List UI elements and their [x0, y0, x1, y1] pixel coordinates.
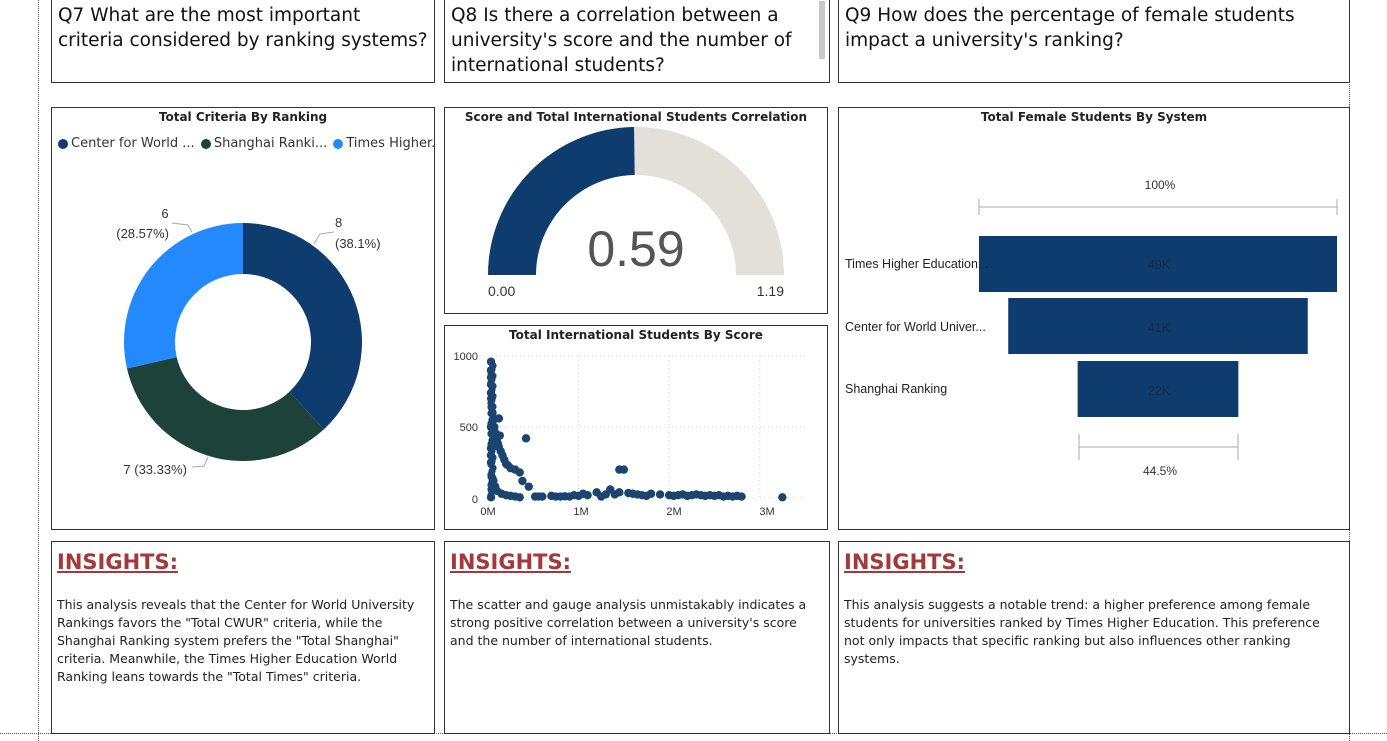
insight-q9-text: This analysis suggests a notable trend: … — [844, 597, 1320, 666]
scatter-point[interactable] — [495, 431, 504, 440]
question-q8-scrollbar[interactable] — [819, 1, 825, 59]
legend-label: Center for World ... — [71, 136, 195, 151]
scatter-chart-card[interactable]: Total International Students By Score 10… — [444, 325, 828, 530]
data-label-times-pct: (28.57%) — [116, 226, 169, 241]
question-q8-text: Q8 Is there a correlation between a univ… — [451, 5, 792, 76]
x-tick-label: 3M — [759, 506, 774, 518]
scatter-chart-title: Total International Students By Score — [509, 328, 763, 342]
scatter-point[interactable] — [737, 492, 746, 501]
donut-chart[interactable]: 6 (28.57%) 8 (38.1%) 7 (33.33%) — [52, 108, 435, 530]
scatter-chart[interactable]: 1000 500 0 0M 1M 2M 3M — [445, 326, 828, 530]
legend-dot-icon — [200, 138, 211, 149]
donut-chart-card[interactable]: Total Criteria By Ranking Center for Wor… — [51, 107, 435, 530]
gauge-chart-card[interactable]: Score and Total International Students C… — [444, 107, 828, 314]
scatter-point[interactable] — [538, 492, 547, 501]
data-label-cwur-value: 8 — [335, 215, 342, 230]
scatter-point[interactable] — [606, 485, 615, 494]
gauge-fill — [488, 127, 635, 275]
report-border-left — [38, 0, 39, 741]
legend-dot-icon — [333, 138, 344, 149]
donut-slice-cwur[interactable] — [243, 223, 363, 430]
donut-legend[interactable]: Center for World ... Shanghai Ranki... T… — [58, 136, 435, 153]
funnel-bar[interactable] — [979, 236, 1337, 292]
funnel-bar[interactable] — [1077, 361, 1239, 417]
x-tick-label: 2M — [666, 506, 681, 518]
legend-item-cwur[interactable]: Center for World ... — [58, 136, 195, 151]
legend-label: Shanghai Ranki... — [213, 136, 328, 151]
data-label-shanghai: 7 (33.33%) — [123, 462, 187, 477]
data-label-times-value: 6 — [161, 206, 168, 221]
scatter-point[interactable] — [487, 358, 495, 366]
scatter-point[interactable] — [583, 490, 592, 500]
funnel-value-label: 41K — [1148, 321, 1171, 335]
gauge-max-label: 1.19 — [757, 283, 784, 299]
funnel-chart-title: Total Female Students By System — [980, 110, 1208, 124]
donut-slice-shanghai[interactable] — [126, 357, 324, 461]
insight-q8-text: The scatter and gauge analysis unmistaka… — [450, 597, 807, 648]
funnel-chart-card[interactable]: Total Female Students By System 100% Tim… — [838, 107, 1350, 530]
insight-q7-card: INSIGHTS: This analysis reveals that the… — [51, 541, 435, 734]
donut-slice-times[interactable] — [124, 223, 243, 369]
funnel-bar[interactable] — [1008, 298, 1308, 354]
funnel-row-label: Center for World Univer... — [845, 320, 986, 334]
scatter-point[interactable] — [494, 414, 504, 423]
insight-heading: INSIGHTS: — [844, 550, 965, 574]
gauge-chart[interactable]: 0.59 0.00 1.19 — [445, 108, 828, 314]
funnel-row-label: Shanghai Ranking — [845, 382, 947, 396]
legend-dot-icon — [58, 138, 68, 149]
gauge-value: 0.59 — [587, 221, 684, 277]
scatter-point[interactable] — [778, 493, 787, 502]
donut-chart-title: Total Criteria By Ranking — [158, 110, 328, 124]
scatter-point[interactable] — [655, 490, 665, 499]
data-label-cwur-pct: (38.1%) — [335, 236, 381, 251]
scatter-point[interactable] — [515, 493, 524, 502]
insight-heading: INSIGHTS: — [57, 550, 178, 574]
insight-q7-text: This analysis reveals that the Center fo… — [57, 597, 415, 684]
question-q9-card: Q9 How does the percentage of female stu… — [838, 0, 1350, 83]
insight-q9-card: INSIGHTS: This analysis suggests a notab… — [838, 541, 1350, 734]
funnel-bottom-label: 44.5% — [1143, 464, 1177, 478]
funnel-row-label: Times Higher Education... — [845, 257, 988, 271]
scatter-point[interactable] — [515, 468, 524, 477]
legend-label: Times Higher... — [346, 136, 435, 151]
x-tick-label: 1M — [573, 506, 588, 518]
insight-heading: INSIGHTS: — [450, 550, 571, 574]
gauge-min-label: 0.00 — [488, 283, 515, 299]
funnel-chart[interactable]: 100% Times Higher Education... Center fo… — [839, 108, 1350, 530]
funnel-value-label: 22K — [1148, 384, 1171, 398]
scatter-point[interactable] — [524, 482, 533, 491]
y-tick-label: 500 — [460, 422, 478, 434]
scatter-point[interactable] — [646, 489, 656, 498]
question-q8-card: Q8 Is there a correlation between a univ… — [444, 0, 830, 83]
question-q9-text: Q9 How does the percentage of female stu… — [845, 5, 1295, 51]
legend-item-times[interactable]: Times Higher... — [333, 136, 435, 151]
scatter-point[interactable] — [521, 434, 531, 443]
scatter-point[interactable] — [518, 476, 527, 486]
question-q7-text: Q7 What are the most important criteria … — [58, 5, 428, 51]
x-tick-label: 0M — [480, 506, 495, 518]
question-q7-card: Q7 What are the most important criteria … — [51, 0, 435, 83]
y-tick-label: 1000 — [454, 351, 478, 363]
funnel-value-label: 49K — [1148, 258, 1171, 272]
leader-line-shanghai — [191, 456, 209, 468]
scatter-point[interactable] — [615, 488, 624, 497]
legend-item-shanghai[interactable]: Shanghai Ranki... — [200, 136, 328, 151]
leader-line-cwur — [313, 231, 335, 245]
funnel-top-label: 100% — [1145, 178, 1176, 192]
scatter-point[interactable] — [619, 465, 629, 474]
leader-line-times — [171, 222, 193, 233]
y-tick-label: 0 — [472, 494, 478, 506]
insight-q8-card: INSIGHTS: The scatter and gauge analysis… — [444, 541, 830, 734]
gauge-chart-title: Score and Total International Students C… — [464, 110, 808, 124]
